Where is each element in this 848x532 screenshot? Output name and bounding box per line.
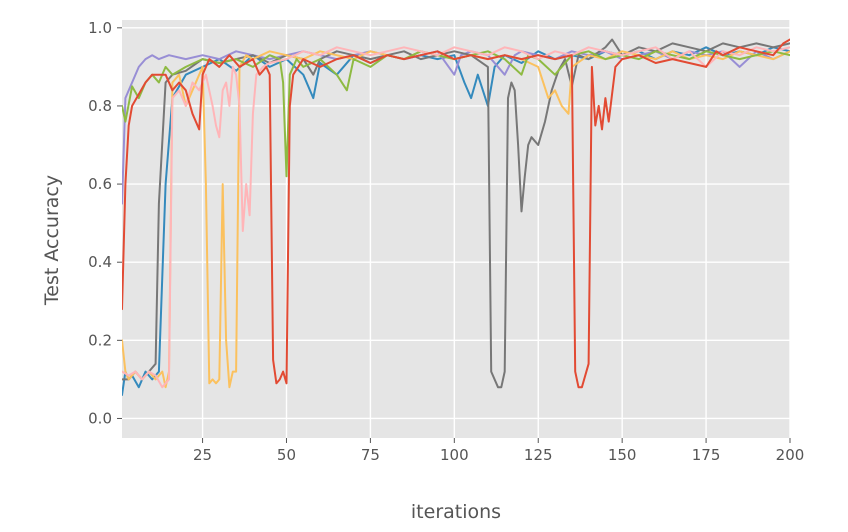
x-tick-label: 200 [776, 446, 805, 464]
y-axis-ticks: 0.0 0.2 0.4 0.6 0.8 1.0 [88, 19, 122, 427]
x-tick-label: 125 [524, 446, 553, 464]
x-tick-label: 25 [193, 446, 212, 464]
y-tick-label: 1.0 [88, 19, 112, 37]
series-line [122, 50, 790, 389]
y-axis-label: Test Accuracy [41, 175, 63, 306]
y-tick-label: 0.8 [88, 97, 112, 115]
y-tick-label: 0.4 [88, 253, 112, 271]
series-layer [122, 38, 790, 396]
x-tick-label: 150 [608, 446, 637, 464]
y-tick-label: 0.0 [88, 409, 112, 427]
series-line [122, 50, 790, 178]
x-tick-label: 75 [361, 446, 380, 464]
x-tick-label: 50 [277, 446, 296, 464]
series-line [122, 38, 790, 389]
x-axis-label: iterations [411, 501, 501, 523]
y-tick-label: 0.2 [88, 331, 112, 349]
plot-background [122, 20, 790, 438]
series-line [122, 46, 790, 389]
x-axis-ticks: 25 50 75 100 125 150 175 200 [193, 438, 804, 464]
x-tick-label: 100 [440, 446, 469, 464]
y-tick-label: 0.6 [88, 175, 112, 193]
x-tick-label: 175 [692, 446, 721, 464]
grid [122, 20, 791, 438]
